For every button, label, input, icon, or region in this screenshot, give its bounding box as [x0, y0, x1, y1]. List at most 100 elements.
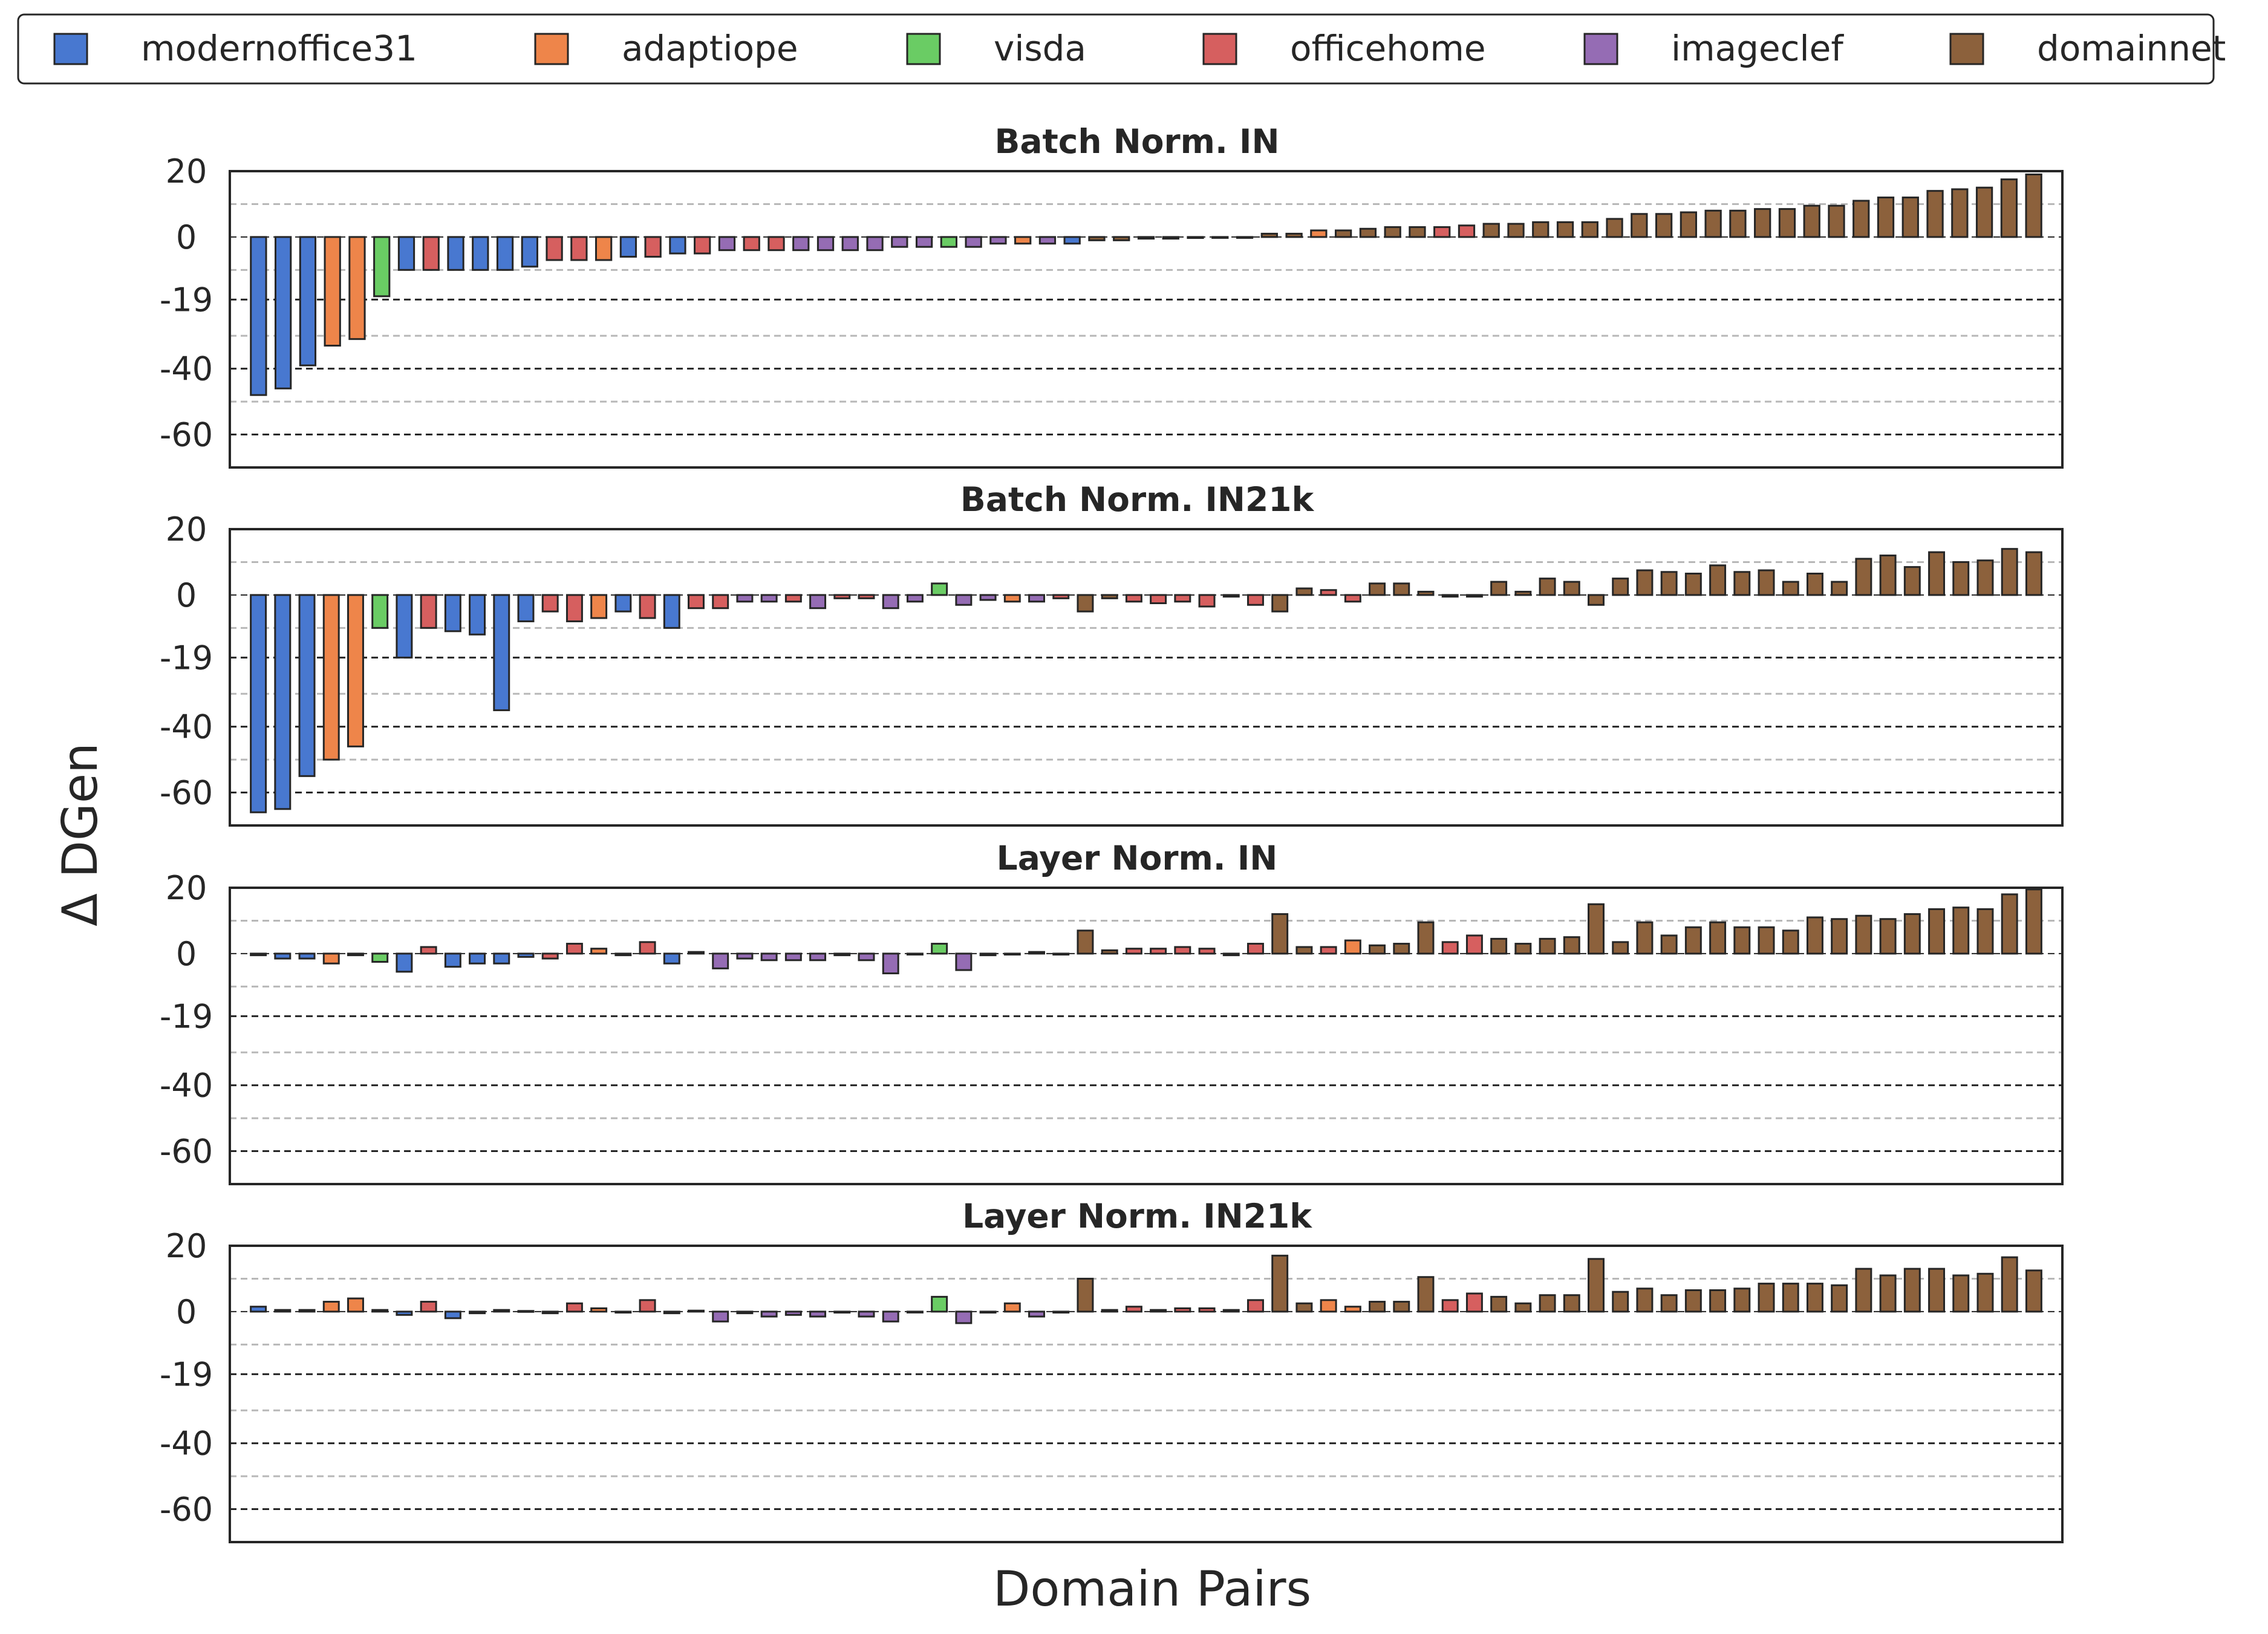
- bar: [1636, 921, 1654, 955]
- bar: [373, 236, 391, 298]
- bar: [1433, 226, 1451, 238]
- bar: [595, 236, 613, 261]
- bar: [1101, 594, 1118, 599]
- bar: [250, 594, 267, 813]
- bar: [1393, 943, 1410, 955]
- bar: [1903, 1268, 1921, 1313]
- bar: [1733, 926, 1751, 955]
- bar: [1384, 226, 1401, 238]
- bar: [1101, 949, 1118, 955]
- bar: [1028, 1310, 1045, 1318]
- bar: [1855, 1268, 1872, 1313]
- bar: [1655, 213, 1673, 238]
- bar: [1733, 571, 1751, 596]
- bar: [1588, 903, 1605, 955]
- legend-item-imageclef: imageclef: [1583, 28, 1844, 69]
- bar: [688, 594, 705, 610]
- bar: [1295, 1302, 1313, 1313]
- bar: [1660, 571, 1678, 596]
- bar: [1581, 221, 1598, 238]
- bar: [322, 594, 340, 761]
- bar: [541, 952, 559, 960]
- bar: [1393, 582, 1410, 596]
- bar: [1077, 929, 1094, 955]
- bar: [663, 594, 680, 629]
- y-tick-label: 0: [176, 218, 197, 256]
- bar: [2025, 551, 2042, 596]
- bar: [841, 236, 859, 252]
- bar: [1831, 581, 1848, 596]
- legend-label: domainnet: [2037, 28, 2226, 69]
- bar: [1125, 948, 1142, 955]
- legend-item-officehome: officehome: [1202, 28, 1486, 69]
- bar: [979, 952, 997, 957]
- legend-item-visda: visda: [906, 28, 1086, 69]
- bar: [1514, 590, 1532, 596]
- bar: [809, 952, 827, 962]
- bar: [1709, 921, 1727, 955]
- bar: [718, 236, 736, 252]
- bar: [760, 1310, 778, 1318]
- bar: [1612, 578, 1629, 596]
- panel-title: Batch Norm. IN: [994, 122, 1279, 161]
- bar: [1563, 1294, 1580, 1313]
- bar: [1631, 213, 1648, 238]
- bar: [1680, 211, 1698, 238]
- legend-swatch: [1202, 33, 1237, 65]
- bar: [1563, 936, 1580, 955]
- bar: [1101, 1309, 1118, 1313]
- bar: [1222, 952, 1240, 957]
- y-tick-label: 20: [166, 1227, 207, 1265]
- bar: [298, 952, 316, 960]
- bar: [965, 236, 982, 248]
- plot-frame: [229, 887, 2064, 1185]
- bar: [1606, 218, 1623, 238]
- bar: [760, 594, 778, 603]
- bar: [1417, 921, 1435, 955]
- bar: [1806, 916, 1823, 955]
- bar: [1088, 236, 1106, 241]
- y-tick-label: 20: [166, 869, 207, 907]
- bar: [1782, 929, 1799, 955]
- bar: [767, 236, 785, 252]
- bar: [784, 1310, 802, 1316]
- y-tick-label: -19: [160, 997, 213, 1035]
- bar: [1901, 197, 1919, 238]
- panel-title: Batch Norm. IN21k: [960, 480, 1315, 519]
- bar: [1539, 937, 1556, 955]
- bar: [1952, 1274, 1970, 1313]
- bar: [275, 236, 292, 389]
- bar: [669, 236, 686, 255]
- bar: [1855, 914, 1872, 955]
- bar: [1198, 594, 1216, 608]
- legend-label: adaptiope: [622, 28, 798, 69]
- bar: [743, 236, 760, 252]
- bar: [858, 952, 875, 962]
- bar: [1417, 590, 1435, 596]
- bar: [250, 952, 267, 957]
- bar: [1490, 1295, 1508, 1313]
- bar: [1038, 236, 1057, 245]
- bar: [1975, 186, 1993, 238]
- bar: [1704, 209, 1722, 238]
- bar: [1174, 946, 1191, 955]
- bar: [694, 236, 711, 255]
- bar: [792, 236, 810, 252]
- bar: [1150, 948, 1167, 955]
- bar: [866, 236, 884, 252]
- bar: [1490, 937, 1508, 955]
- bar: [1612, 1291, 1629, 1313]
- bar: [931, 1295, 948, 1313]
- bar: [565, 943, 583, 955]
- bar: [1077, 594, 1094, 613]
- bar: [444, 1310, 461, 1320]
- bar: [688, 951, 705, 955]
- bar: [1310, 229, 1328, 238]
- y-tick-label: -60: [160, 774, 213, 812]
- bar: [663, 952, 680, 965]
- bar: [644, 236, 662, 258]
- bar: [1754, 208, 1771, 238]
- bar: [1952, 907, 1970, 955]
- bar: [639, 941, 656, 955]
- bar: [1285, 232, 1303, 238]
